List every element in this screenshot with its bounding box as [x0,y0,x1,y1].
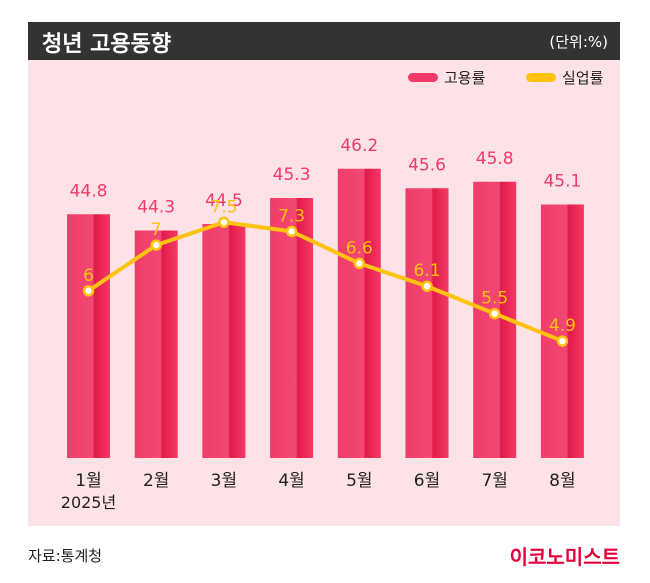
line-point [556,335,569,347]
x-tick-label: 3월 [211,471,237,491]
line-value-label: 7 [151,220,162,240]
line-point [150,239,162,251]
line-point [82,285,95,297]
line-point [218,216,230,228]
x-tick-label: 8월 [549,471,575,491]
bar-value-label: 45.3 [273,165,311,185]
line-value-label: 6.6 [346,238,373,258]
x-tick-label: 1월 [75,471,101,491]
line-point [353,257,366,270]
legend-label-employment: 고용률 [444,68,486,87]
line-value-label: 4.9 [549,316,576,336]
legend-label-unemployment: 실업률 [562,68,604,87]
bar-employment [202,224,246,458]
bar-employment [67,214,110,458]
legend-swatch-employment [408,72,438,82]
line-value-label: 6 [83,266,94,286]
source-text: 자료:통계청 [28,547,103,565]
bar-value-label: 44.3 [137,198,175,218]
bar-employment [337,168,381,458]
line-value-label: 5.5 [481,289,508,309]
bar-value-label: 45.8 [476,149,514,169]
chart-header: 청년 고용동향 (단위:%) [28,22,620,60]
bar-employment [134,230,178,458]
line-value-label: 6.1 [413,261,440,281]
brand-logo: 이코노미스트 [509,545,620,569]
line-value-label: 7.5 [210,197,237,217]
bar-employment [405,188,449,458]
bar-employment [270,198,314,458]
bar-value-label: 46.2 [340,136,378,156]
bar-value-label: 44.5 [205,191,243,211]
legend-swatch-unemployment [526,72,556,82]
bar-value-label: 45.1 [543,172,581,192]
chart-title: 청년 고용동향 [42,32,172,57]
bar-value-label: 45.6 [408,155,446,175]
x-tick-label: 5월 [346,471,372,491]
chart-area [28,60,620,526]
line-value-label: 7.3 [278,206,305,226]
x-tick-label: 6월 [414,471,440,491]
x-tick-label: 4월 [278,471,304,491]
x-tick-label: 2월 [143,471,169,491]
x-tick-label: 7월 [481,471,507,491]
line-point [285,225,298,238]
x-year-label: 2025년 [61,493,116,512]
line-point [488,307,501,320]
legend-employment: 고용률 [408,66,485,88]
legend-unemployment: 실업률 [526,66,603,88]
unit-label: (단위:%) [549,33,608,51]
line-unemployment [86,220,565,344]
bar-value-label: 44.8 [70,181,108,201]
line-point [421,280,433,292]
bar-employment [540,204,584,458]
